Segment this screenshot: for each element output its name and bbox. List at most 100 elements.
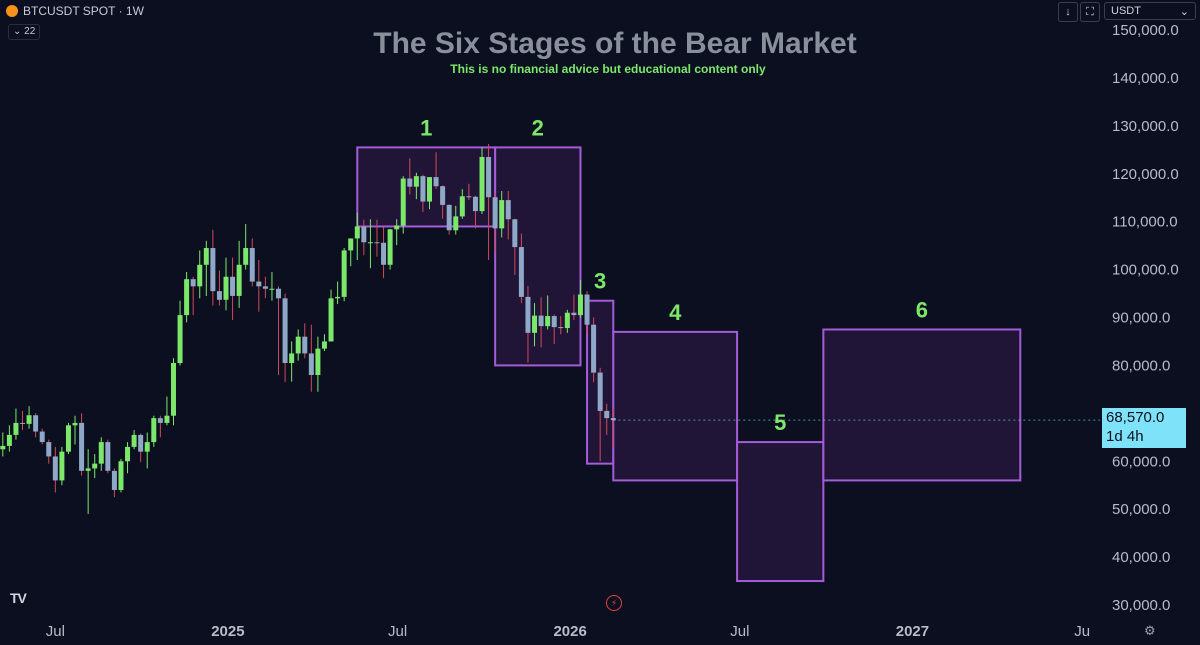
- candle-body: [223, 276, 229, 300]
- price-axis: 150,000.0 140,000.0 130,000.0 120,000.0 110,…: [1112, 22, 1179, 614]
- candle-body: [413, 176, 419, 187]
- candle-body: [486, 156, 492, 198]
- candle-48: [315, 336, 321, 392]
- candle-32: [210, 229, 216, 306]
- candle-62: [407, 158, 413, 195]
- stage-zone-6: [822, 328, 1022, 482]
- candle-54: [354, 212, 360, 260]
- candle-body: [170, 363, 176, 416]
- candle-body: [98, 442, 104, 464]
- y-tick-label: 90,000.0: [1112, 310, 1170, 327]
- candle-body: [564, 312, 570, 329]
- candle-body: [138, 434, 144, 452]
- candle-body: [335, 296, 341, 299]
- candle-41: [269, 271, 275, 301]
- candle-body: [459, 196, 465, 217]
- y-tick-label: 40,000.0: [1112, 549, 1170, 566]
- candle-body: [111, 470, 117, 490]
- candle-body: [446, 204, 452, 231]
- candle-69: [453, 205, 459, 235]
- candle-49: [321, 334, 327, 352]
- candle-body: [236, 264, 242, 296]
- currency-select[interactable]: USDT ⌄: [1104, 2, 1196, 20]
- candle-46: [302, 323, 308, 359]
- candle-21: [138, 433, 144, 463]
- candle-84: [551, 314, 557, 344]
- candle-36: [236, 240, 242, 308]
- y-tick-label: 130,000.0: [1112, 118, 1179, 135]
- candle-body: [518, 247, 524, 297]
- candle-63: [413, 172, 419, 200]
- candle-71: [466, 183, 472, 201]
- candle-65: [426, 177, 432, 210]
- candle-9: [59, 446, 65, 486]
- candle-58: [381, 226, 387, 279]
- candle-body: [52, 456, 58, 481]
- candle-body: [210, 248, 216, 292]
- candle-body: [512, 219, 518, 248]
- x-tick-label: 2027: [896, 623, 929, 640]
- x-tick-label: Jul: [730, 623, 749, 640]
- candle-body: [525, 296, 531, 333]
- candle-body: [558, 327, 564, 329]
- x-tick-label: Ju: [1074, 623, 1090, 640]
- candle-body: [131, 434, 137, 447]
- y-tick-label: 50,000.0: [1112, 501, 1170, 518]
- candle-73: [479, 147, 485, 214]
- candle-80: [525, 285, 531, 363]
- candle-body: [216, 291, 222, 300]
- symbol-header: BTCUSDT SPOT · 1W: [6, 4, 144, 18]
- candle-body: [72, 422, 78, 426]
- candle-77: [505, 191, 511, 240]
- sort-button[interactable]: ↓: [1058, 2, 1078, 22]
- y-tick-label: 140,000.0: [1112, 70, 1179, 87]
- candle-body: [610, 418, 616, 421]
- candle-55: [361, 219, 367, 256]
- candle-body: [125, 446, 131, 462]
- candle-body: [348, 238, 354, 251]
- candle-body: [0, 445, 6, 450]
- fullscreen-button[interactable]: ⛶: [1080, 2, 1100, 22]
- stage-zone-4: [612, 330, 739, 482]
- candle-body: [532, 315, 538, 333]
- candle-body: [499, 200, 505, 229]
- candle-37: [243, 224, 249, 270]
- candle-5: [33, 413, 39, 438]
- candle-43: [282, 293, 288, 383]
- candle-4: [26, 406, 32, 429]
- stage-label-4: 4: [669, 300, 682, 325]
- tradingview-logo-icon[interactable]: TV: [10, 590, 27, 606]
- candle-body: [308, 353, 314, 375]
- candle-body: [276, 288, 282, 299]
- candle-body: [387, 229, 393, 265]
- candle-body: [190, 279, 196, 287]
- indicator-toggle[interactable]: ⌄ 22: [8, 24, 41, 40]
- candle-81: [532, 303, 538, 347]
- candle-22: [144, 432, 150, 469]
- gear-icon[interactable]: ⚙: [1144, 623, 1156, 638]
- candle-18: [118, 458, 124, 493]
- candle-31: [203, 240, 209, 296]
- candle-82: [538, 297, 544, 348]
- chart-title: The Six Stages of the Bear Market: [373, 27, 857, 60]
- candle-20: [131, 430, 137, 450]
- candle-body: [157, 418, 163, 423]
- candle-body: [426, 177, 432, 202]
- stage-zone-1: [356, 146, 497, 228]
- y-tick-label: 30,000.0: [1112, 597, 1170, 614]
- x-tick-label: Jul: [46, 623, 65, 640]
- candle-93: [610, 408, 616, 447]
- candle-39: [256, 260, 262, 312]
- candle-body: [315, 348, 321, 375]
- symbol-label[interactable]: BTCUSDT SPOT · 1W: [23, 4, 144, 18]
- stage-label-2: 2: [532, 115, 544, 140]
- candle-0: [0, 432, 6, 457]
- candle-89: [584, 291, 590, 335]
- candle-body: [65, 425, 71, 452]
- candles: [0, 144, 1100, 514]
- candle-7: [46, 439, 52, 464]
- lightning-icon[interactable]: ⚡: [606, 595, 622, 611]
- candle-26: [170, 358, 176, 426]
- candle-body: [354, 226, 360, 239]
